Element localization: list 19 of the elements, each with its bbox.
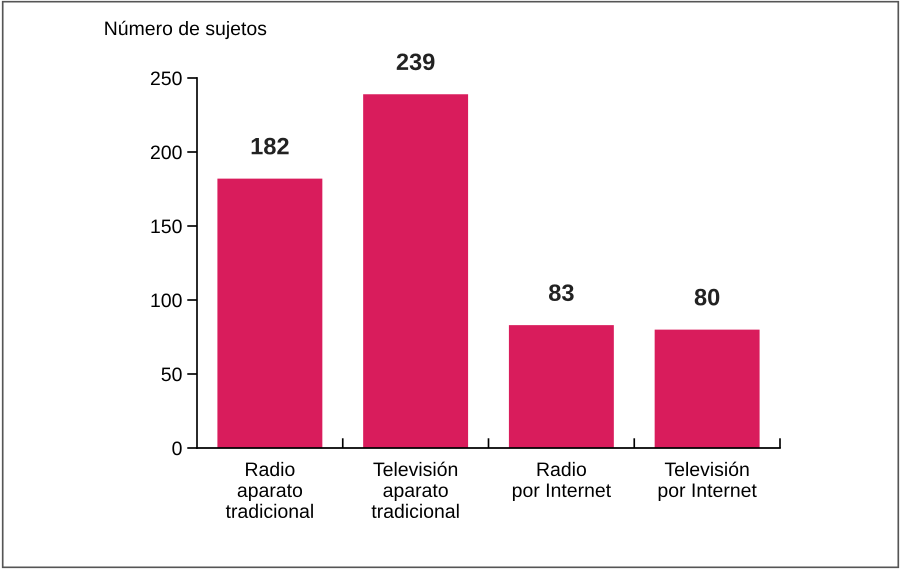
y-tick-label: 50 xyxy=(162,367,182,382)
x-tick-label: Televisión por Internet xyxy=(658,462,757,501)
y-tick-label: 100 xyxy=(151,293,182,308)
bar xyxy=(508,325,614,448)
y-tick-label: 200 xyxy=(150,145,182,160)
data-label: 182 xyxy=(252,138,289,155)
y-axis-title: Número de sujetos xyxy=(105,20,266,40)
bar xyxy=(654,330,760,448)
x-tick-label: Radio aparato tradicional xyxy=(226,462,313,518)
data-label: 83 xyxy=(548,284,574,302)
data-label: 80 xyxy=(694,288,720,306)
x-tick-label: Televisión aparato tradicional xyxy=(372,462,459,518)
x-tick-label: Radio por Internet xyxy=(512,462,611,501)
data-label: 239 xyxy=(396,53,434,70)
y-tick-label: 150 xyxy=(151,219,182,234)
bar xyxy=(217,178,322,448)
y-tick-label: 250 xyxy=(150,71,182,86)
y-tick-label: 0 xyxy=(172,441,182,456)
bar xyxy=(363,94,468,448)
